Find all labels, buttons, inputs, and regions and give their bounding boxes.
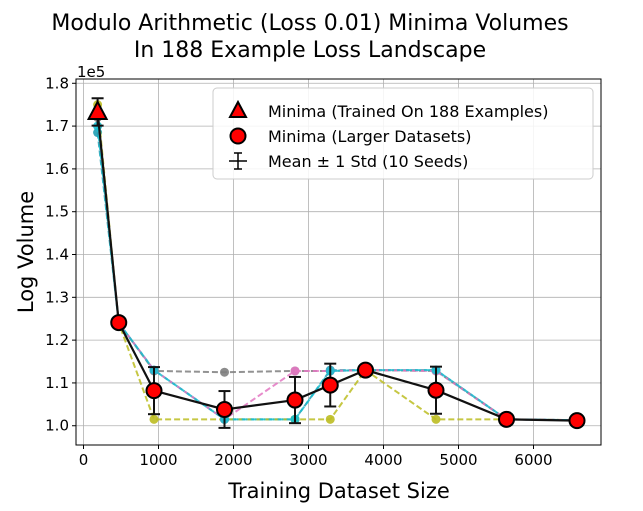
seed-line-seed-5: [96, 125, 578, 422]
y-axis-label: Log Volume: [14, 191, 38, 313]
seed-point: [290, 366, 300, 376]
x-tick-label: 6000: [514, 451, 552, 469]
mean-series: [86, 97, 586, 430]
mean-line: [96, 111, 578, 422]
seed-point: [149, 414, 159, 424]
seed-point: [431, 414, 441, 424]
y-offset-label: 1e5: [77, 63, 105, 81]
x-tick-label: 4000: [364, 451, 402, 469]
ticks: 0 1000 2000 3000 4000 5000 6000 1.0 1.1 1.2 1.3 1.4…: [45, 74, 552, 469]
minima-point-larger-dataset: [216, 400, 233, 418]
x-tick-label: 1000: [139, 451, 177, 469]
plot-border: [75, 78, 602, 446]
legend: Minima (Trained On 188 Examples) Minima (…: [212, 87, 594, 180]
y-tick-label: 1.0: [45, 417, 69, 435]
seed-line-seed-2: [96, 104, 578, 422]
legend-label: Minima (Larger Datasets): [268, 127, 471, 146]
y-tick-label: 1.5: [45, 203, 69, 221]
x-tick-label: 2000: [214, 451, 252, 469]
x-tick-label: 0: [79, 451, 89, 469]
minima-point-larger-dataset: [498, 410, 515, 428]
seed-point: [325, 414, 335, 424]
y-tick-label: 1.3: [45, 288, 69, 306]
axes-frame: [75, 78, 602, 446]
legend-box: [212, 87, 594, 180]
y-tick-label: 1.6: [45, 160, 69, 178]
y-tick-label: 1.1: [45, 374, 69, 392]
minima-point-larger-dataset: [321, 376, 339, 394]
y-tick-label: 1.7: [45, 117, 69, 135]
chart-title-line-1: Modulo Arithmetic (Loss 0.01) Minima Vol…: [51, 11, 568, 36]
minima-point-trained: [86, 99, 109, 120]
seed-point: [220, 367, 229, 377]
minima-point-larger-dataset: [110, 314, 128, 332]
minima-point-larger-dataset: [568, 412, 586, 430]
minima-point-larger-dataset: [145, 382, 163, 400]
chart-title-line-2: In 188 Example Loss Landscape: [134, 38, 486, 63]
chart-title: Modulo Arithmetic (Loss 0.01) Minima Vol…: [51, 11, 568, 63]
y-tick-label: 1.4: [45, 246, 69, 264]
x-axis-label: Training Dataset Size: [227, 479, 450, 503]
minima-point-larger-dataset: [286, 391, 304, 409]
legend-circle-icon: [229, 127, 247, 145]
y-tick-label: 1.8: [45, 74, 69, 92]
y-tick-label: 1.2: [45, 331, 69, 349]
minima-point-larger-dataset: [357, 361, 374, 379]
minima-point-larger-dataset: [427, 381, 445, 399]
legend-label: Minima (Trained On 188 Examples): [268, 102, 548, 121]
x-tick-label: 5000: [439, 451, 477, 469]
x-tick-label: 3000: [289, 451, 327, 469]
legend-label: Mean ± 1 Std (10 Seeds): [268, 152, 468, 171]
legend-triangle-icon: [228, 99, 248, 118]
